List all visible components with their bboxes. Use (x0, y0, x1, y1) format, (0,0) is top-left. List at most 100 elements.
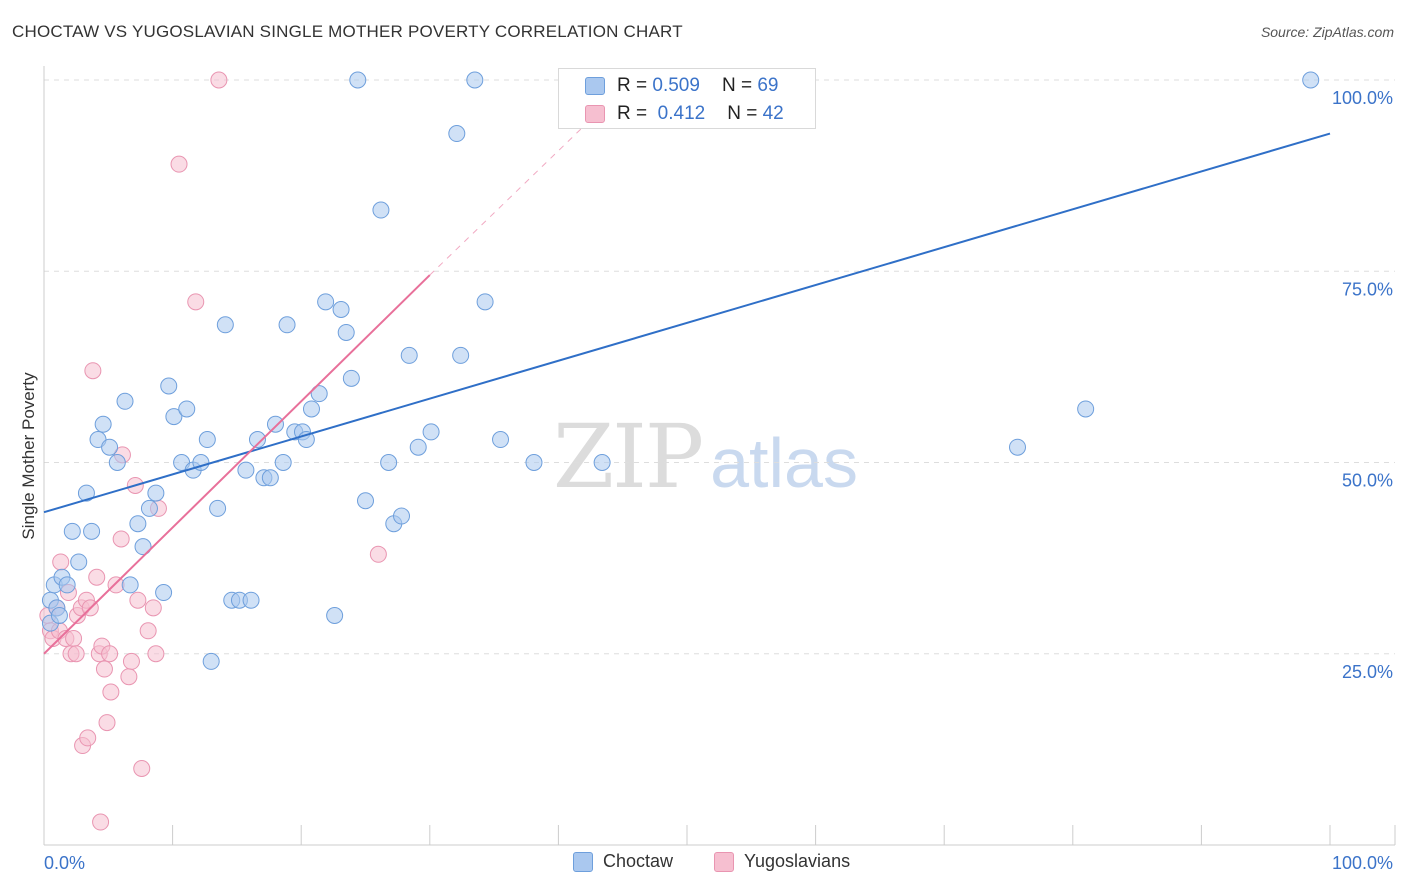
series-legend-label: Yugoslavians (744, 851, 851, 871)
choctaw-point (466, 71, 484, 89)
yugoslavians-point (107, 576, 125, 594)
yugoslavians-point (98, 714, 116, 732)
y-axis-label: Single Mother Poverty (19, 372, 38, 540)
choctaw-point (1077, 400, 1095, 418)
choctaw-point (165, 408, 183, 426)
legend-r-value: 0.412 (657, 103, 706, 124)
legend-r-label: R = (617, 103, 648, 124)
legend-r-label: R = (617, 75, 648, 96)
legend-n-label: N = (727, 103, 758, 124)
yugoslavians-point (210, 71, 228, 89)
choctaw-point (342, 369, 360, 387)
yugoslavians-swatch (585, 105, 605, 123)
choctaw-point (58, 576, 76, 594)
x-tick-label: 100.0% (1332, 853, 1393, 873)
legend-r-value: 0.509 (652, 75, 700, 96)
y-tick-label: 75.0% (1342, 279, 1393, 299)
yugoslavians-point (144, 599, 162, 617)
yugoslavians-point (129, 591, 147, 609)
choctaw-point (422, 423, 440, 441)
choctaw-point (94, 415, 112, 433)
yugoslavians-point (102, 683, 120, 701)
choctaw-point (261, 469, 279, 487)
choctaw-point (400, 346, 418, 364)
choctaw-point (134, 538, 152, 556)
choctaw-point (266, 415, 284, 433)
choctaw-point (380, 454, 398, 471)
y-tick-label: 50.0% (1342, 471, 1393, 491)
legend-row-choctaw: R = 0.509 N = 69 (585, 74, 778, 98)
choctaw-swatch (585, 77, 605, 95)
choctaw-point (129, 515, 147, 533)
choctaw-point (101, 438, 119, 456)
yugoslavians-point (170, 155, 188, 173)
yugoslavians-point (133, 760, 151, 777)
yugoslavians-swatch (714, 851, 734, 872)
yugoslavians-point (84, 362, 102, 380)
choctaw-point (310, 385, 328, 403)
yugoslavians-point (187, 293, 205, 311)
legend-n-value: 69 (757, 75, 779, 96)
y-tick-label: 25.0% (1342, 662, 1393, 682)
yugoslavians-point (369, 545, 387, 563)
choctaw-point (274, 454, 292, 471)
choctaw-point (83, 522, 101, 540)
yugoslavians-point (65, 629, 83, 647)
choctaw-point (63, 522, 81, 540)
choctaw-point (332, 301, 350, 318)
yugoslavians-point (147, 645, 165, 663)
choctaw-point (242, 591, 260, 609)
choctaw-point (178, 400, 196, 418)
choctaw-point (209, 499, 227, 517)
choctaw-point (248, 431, 266, 449)
series-legend-yugoslavians: Yugoslavians (714, 851, 850, 872)
yugoslavians-point (112, 530, 130, 548)
yugoslavians-trend-extension (429, 125, 585, 276)
choctaw-point (140, 499, 158, 517)
choctaw-point (70, 553, 88, 571)
watermark: ZIP atlas (553, 405, 858, 508)
choctaw-point (409, 438, 427, 456)
choctaw-point (492, 431, 510, 449)
choctaw-point (77, 484, 95, 502)
choctaw-point (160, 377, 178, 395)
yugoslavians-point (79, 729, 97, 747)
choctaw-point (349, 71, 367, 89)
yugoslavians-point (120, 668, 138, 686)
choctaw-point (452, 346, 470, 364)
choctaw-point (1302, 71, 1320, 89)
yugoslavians-point (92, 813, 110, 831)
chart-title: CHOCTAW VS YUGOSLAVIAN SINGLE MOTHER POV… (12, 22, 683, 41)
choctaw-point (1009, 438, 1027, 456)
choctaw-point (337, 323, 355, 341)
choctaw-point (372, 201, 390, 219)
yugoslavians-point (95, 660, 113, 678)
stats-legend: R = 0.509 N = 69 R = 0.412 N = 42 (558, 68, 816, 129)
series-legend: Choctaw Yugoslavians (0, 851, 1406, 877)
legend-n-value: 42 (762, 103, 784, 124)
yugoslavians-trend-line (43, 274, 431, 655)
source-label: Source: ZipAtlas.com (1260, 24, 1394, 40)
choctaw-point (108, 454, 126, 471)
choctaw-trend-line (43, 132, 1331, 514)
choctaw-point (237, 461, 255, 479)
choctaw-point (525, 454, 543, 471)
yugoslavians-point (139, 622, 157, 640)
choctaw-point (216, 316, 234, 334)
choctaw-point (593, 454, 611, 471)
legend-n-label: N = (721, 75, 753, 96)
choctaw-swatch (573, 851, 593, 872)
choctaw-point (317, 293, 335, 311)
choctaw-point (116, 392, 134, 410)
choctaw-point (476, 293, 494, 311)
choctaw-point (448, 125, 466, 143)
series-legend-choctaw: Choctaw (573, 851, 673, 872)
series-legend-label: Choctaw (603, 851, 674, 871)
legend-row-yugoslavians: R = 0.412 N = 42 (585, 102, 784, 126)
choctaw-point (155, 584, 173, 602)
choctaw-point (278, 316, 296, 334)
choctaw-point (198, 431, 216, 449)
choctaw-point (147, 484, 165, 502)
choctaw-point (202, 652, 220, 670)
